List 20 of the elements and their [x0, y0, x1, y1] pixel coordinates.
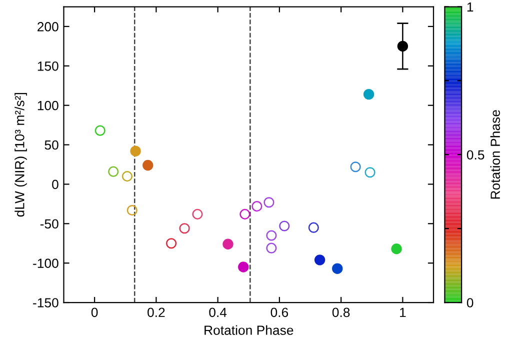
color-bar-label: 0: [466, 298, 474, 308]
x-tick-label: 0.2: [148, 308, 165, 318]
color-bar-label: 1: [467, 2, 474, 12]
x-tick-label: 0.4: [209, 308, 227, 318]
x-tick-label: 0: [91, 308, 98, 318]
y-tick-label: -50: [40, 219, 58, 229]
y-tick-label: 200: [38, 22, 58, 32]
y-tick-label: -150: [33, 298, 58, 308]
color-bar-label: 0.5: [466, 150, 484, 160]
y-tick-label: 100: [38, 100, 58, 110]
y-tick-label: 150: [38, 61, 58, 71]
y-axis-title: dLW (NIR) [10³ m²/s²]: [14, 93, 27, 217]
x-axis-title: Rotation Phase: [204, 325, 294, 335]
color-bar-title: Rotation Phase: [490, 110, 500, 199]
x-tick-label: 1: [400, 308, 406, 317]
y-tick-label: -100: [33, 258, 58, 268]
y-tick-label: 0: [52, 180, 58, 190]
x-tick-label: 0.6: [270, 308, 288, 318]
y-tick-label: 50: [44, 140, 58, 150]
x-tick-label: 0.8: [332, 308, 350, 318]
